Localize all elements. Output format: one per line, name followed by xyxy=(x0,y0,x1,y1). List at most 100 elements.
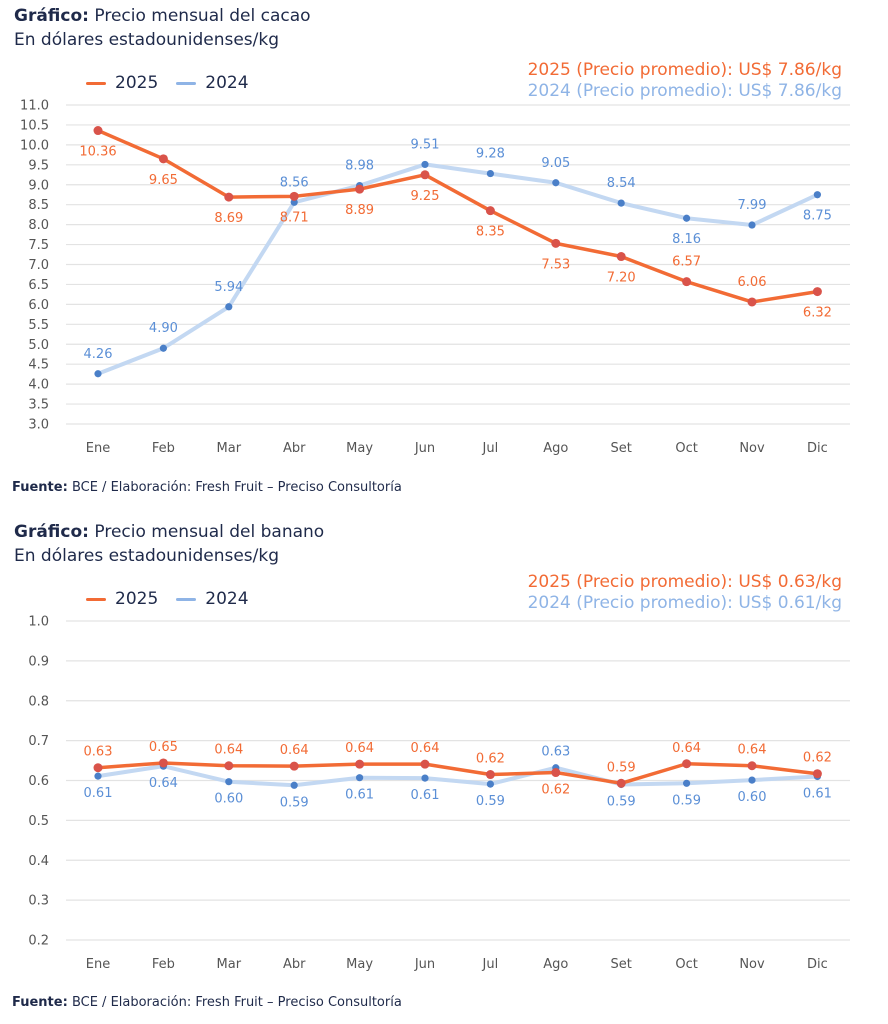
data-point-2025 xyxy=(420,759,430,769)
y-tick-label: 3.0 xyxy=(28,418,49,433)
y-tick-label: 7.5 xyxy=(28,238,49,253)
legend-swatch-2024 xyxy=(176,81,197,85)
chart2-source: Fuente: BCE / Elaboración: Fresh Fruit –… xyxy=(12,995,402,1010)
x-tick-label: Dic xyxy=(807,957,828,972)
x-tick-label: Dic xyxy=(807,441,828,456)
data-point-2025 xyxy=(485,206,495,216)
chart2-averages: 2025 (Precio promedio): US$ 0.63/kg 2024… xyxy=(528,572,842,614)
x-tick-label: Ene xyxy=(86,441,110,456)
x-tick-label: Feb xyxy=(152,957,175,972)
data-label-2025: 10.36 xyxy=(79,145,116,160)
data-point-2024 xyxy=(290,198,298,206)
data-point-2025 xyxy=(551,768,561,778)
data-point-2025 xyxy=(812,769,822,779)
data-point-2025 xyxy=(355,759,365,769)
data-label-2024: 0.60 xyxy=(214,792,243,807)
data-point-2024 xyxy=(225,303,233,311)
data-point-2025 xyxy=(747,297,757,307)
x-tick-label: Mar xyxy=(217,441,242,456)
data-label-2024: 0.64 xyxy=(149,776,178,791)
y-tick-label: 0.8 xyxy=(28,694,49,709)
data-point-2024 xyxy=(748,776,756,784)
data-label-2025: 0.62 xyxy=(803,751,832,766)
data-label-2024: 8.56 xyxy=(280,175,309,190)
data-point-2024 xyxy=(683,779,691,787)
data-label-2024: 9.28 xyxy=(476,147,505,162)
y-tick-label: 9.0 xyxy=(28,178,49,193)
series-line-2025 xyxy=(96,761,820,786)
x-tick-label: May xyxy=(346,957,373,972)
chart1-title: Gráfico: Precio mensual del cacao xyxy=(14,6,311,27)
data-point-2024 xyxy=(813,191,822,199)
data-point-2024 xyxy=(159,344,167,352)
legend-swatch-2024 xyxy=(176,597,197,601)
y-tick-label: 0.4 xyxy=(28,854,49,869)
data-label-2024: 0.60 xyxy=(738,790,767,805)
chart2-title-text: Precio mensual del banano xyxy=(94,522,325,542)
data-label-2025: 0.62 xyxy=(541,783,570,798)
chart2-legend: 2025 2024 xyxy=(86,589,259,609)
x-tick-label: Oct xyxy=(675,957,697,972)
y-tick-label: 8.5 xyxy=(28,198,49,213)
data-point-2025 xyxy=(420,170,430,180)
x-tick-label: Oct xyxy=(675,441,697,456)
data-point-2024 xyxy=(617,199,625,207)
data-label-2025: 0.63 xyxy=(84,745,113,760)
data-label-2024: 8.75 xyxy=(803,209,832,224)
y-tick-label: 6.5 xyxy=(28,278,49,293)
data-label-2025: 8.35 xyxy=(476,225,505,240)
data-point-2024 xyxy=(486,780,494,788)
x-tick-label: Jul xyxy=(482,441,499,456)
data-label-2025: 0.62 xyxy=(476,752,505,767)
data-point-2025 xyxy=(224,192,234,202)
chart2-source-prefix: Fuente: xyxy=(12,995,68,1010)
data-point-2024 xyxy=(748,221,756,229)
data-label-2024: 9.05 xyxy=(541,156,570,171)
legend-swatch-2025 xyxy=(86,81,106,85)
y-tick-label: 5.5 xyxy=(28,318,49,333)
chart1-source: Fuente: BCE / Elaboración: Fresh Fruit –… xyxy=(12,480,402,495)
data-point-2025 xyxy=(93,763,103,773)
data-label-2025: 8.69 xyxy=(214,211,243,226)
chart1-avg-2024: 2024 (Precio promedio): US$ 7.86/kg xyxy=(527,81,842,101)
data-point-2024 xyxy=(486,169,494,178)
data-point-2025 xyxy=(485,770,495,780)
y-tick-label: 0.6 xyxy=(28,774,49,789)
legend-label-2025: 2025 xyxy=(115,589,159,609)
y-tick-label: 0.9 xyxy=(28,654,49,669)
data-label-2025: 7.20 xyxy=(607,271,636,286)
x-tick-label: Ago xyxy=(543,441,568,456)
data-point-2025 xyxy=(158,154,168,164)
x-tick-label: Set xyxy=(611,441,632,456)
y-tick-label: 0.3 xyxy=(28,894,49,909)
y-tick-label: 0.5 xyxy=(28,814,49,829)
legend-label-2024: 2024 xyxy=(205,73,249,93)
data-label-2024: 0.59 xyxy=(280,795,309,810)
chart2-avg-2024: 2024 (Precio promedio): US$ 0.61/kg xyxy=(527,593,842,613)
legend-label-2024: 2024 xyxy=(205,589,249,609)
data-label-2025: 0.65 xyxy=(149,740,178,755)
chart1-title-prefix: Gráfico: xyxy=(14,6,89,26)
y-tick-label: 7.0 xyxy=(28,258,49,273)
y-tick-label: 11.0 xyxy=(20,99,49,114)
data-point-2025 xyxy=(355,184,365,194)
data-label-2024: 9.51 xyxy=(411,137,440,152)
chart1-plot: 3.0 3.5 4.0 4.5 5.0 5.5 6.0 6.5 7.0 7.5 8.0 8.5 9.0 9… xyxy=(20,99,850,456)
y-tick-label: 10.5 xyxy=(20,118,49,133)
x-tick-label: Nov xyxy=(739,441,765,456)
data-label-2025: 0.64 xyxy=(214,743,243,758)
data-label-2024: 0.61 xyxy=(411,788,440,803)
y-tick-label: 4.0 xyxy=(28,378,49,393)
x-tick-label: Feb xyxy=(152,441,175,456)
data-point-2024 xyxy=(94,772,102,780)
data-label-2025: 0.64 xyxy=(411,741,440,756)
data-label-2024: 4.26 xyxy=(84,347,113,362)
legend-item-2024: 2024 xyxy=(176,73,249,93)
data-label-2025: 0.64 xyxy=(280,743,309,758)
legend-swatch-2025 xyxy=(86,597,106,601)
x-tick-label: Abr xyxy=(283,957,306,972)
y-tick-label: 6.0 xyxy=(28,298,49,313)
data-point-2024 xyxy=(356,774,364,782)
chart2-source-text: BCE / Elaboración: Fresh Fruit – Preciso… xyxy=(71,995,402,1010)
chart1-subtitle: En dólares estadounidenses/kg xyxy=(14,30,280,50)
